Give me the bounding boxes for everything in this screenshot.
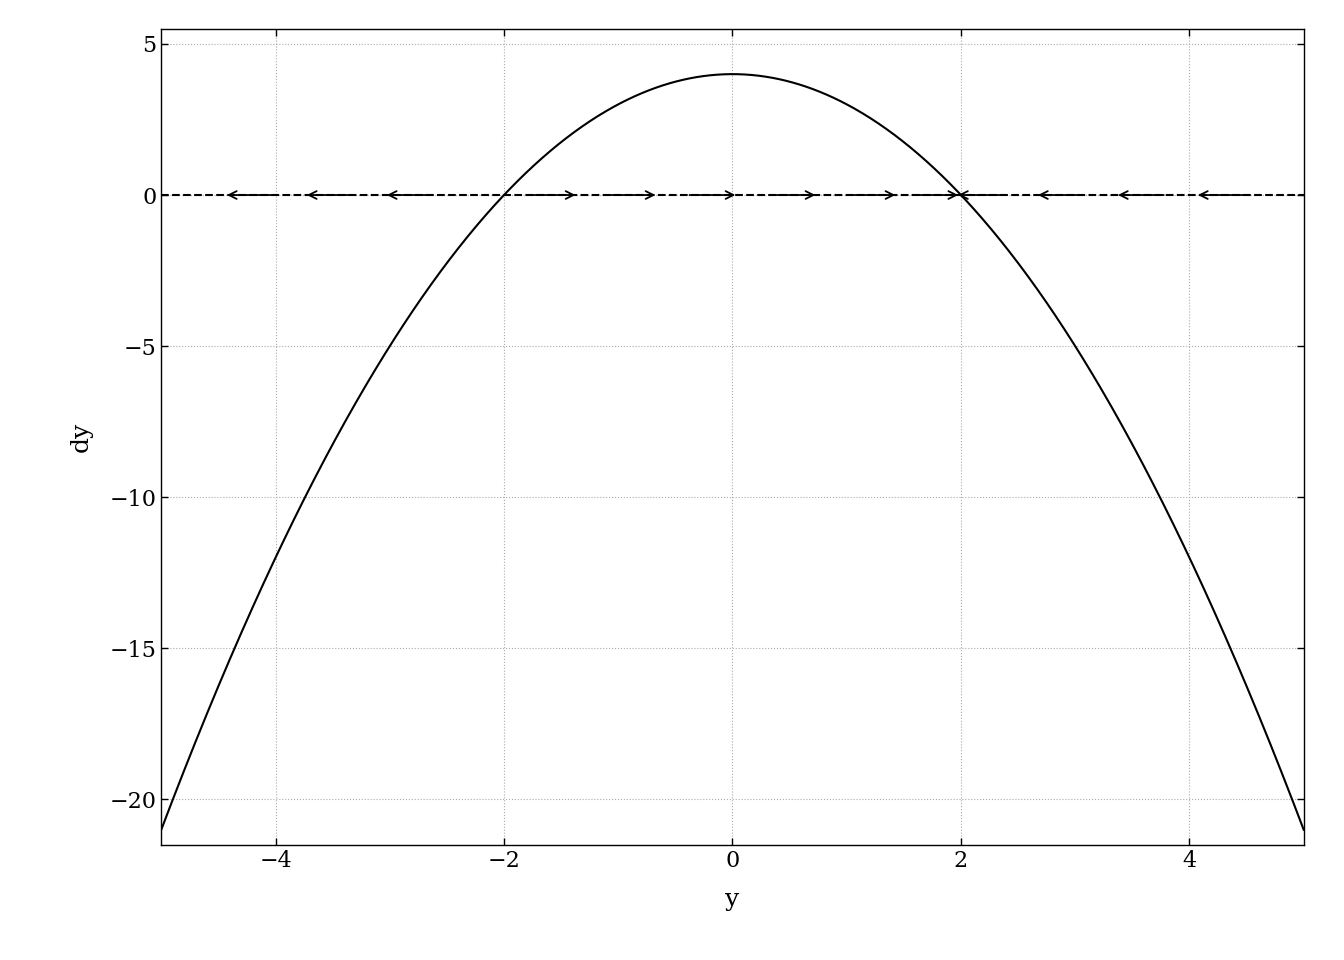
Y-axis label: dy: dy	[70, 421, 93, 452]
X-axis label: y: y	[726, 888, 739, 911]
